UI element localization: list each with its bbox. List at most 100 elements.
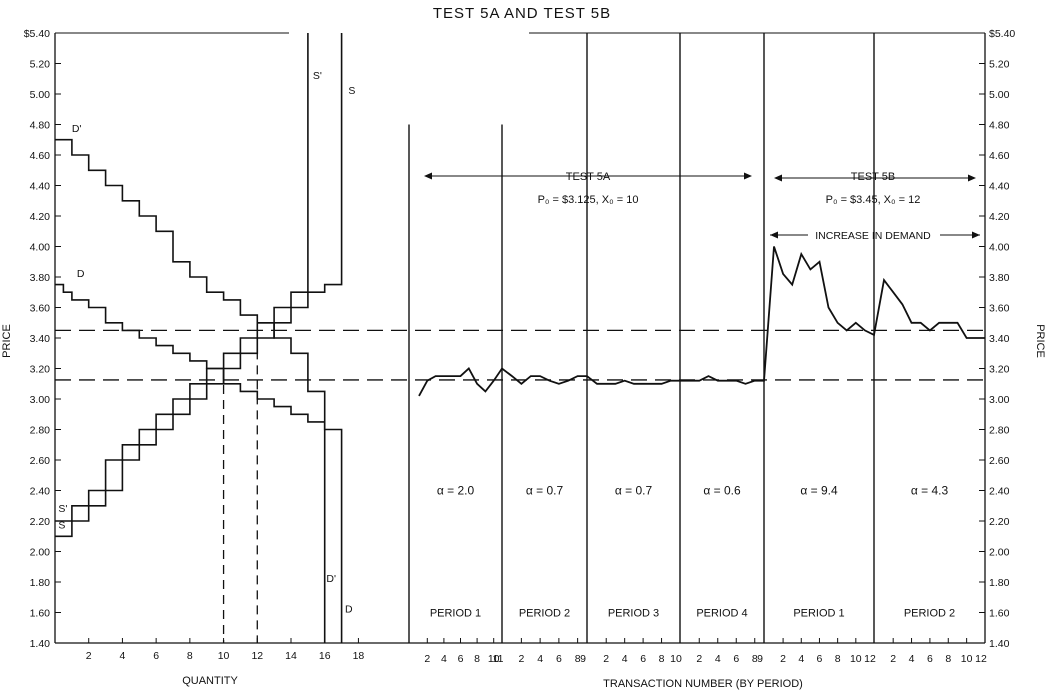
transaction-price-line [418, 246, 985, 397]
right-x-tick-label: 8 [474, 653, 480, 665]
series-label: D [77, 268, 85, 280]
period-label: PERIOD 1 [793, 608, 844, 620]
step-series-S-prime [55, 33, 309, 522]
right-y-tick-label: 4.00 [989, 242, 1010, 254]
test-5a-range-arrow-head-left [424, 172, 432, 180]
series-end-label: S' [58, 503, 67, 515]
increase-arrow-right-head [972, 231, 980, 239]
right-x-tick-label: 6 [927, 653, 933, 665]
right-y-tick-label: 2.80 [989, 425, 1010, 437]
left-y-tick-label: 3.80 [30, 272, 51, 284]
series-end-label: S [58, 520, 65, 532]
left-y-tick-label: 5.20 [30, 59, 51, 71]
left-x-tick-label: 16 [319, 650, 331, 662]
right-x-tick-label: 2 [890, 653, 896, 665]
right-y-tick-label: 5.20 [989, 59, 1010, 71]
left-y-tick-label: 1.60 [30, 608, 51, 620]
right-x-tick-label: 6 [458, 653, 464, 665]
right-y-axis: $5.40 5.20 5.00 4.80 4.60 4.40 4.20 4.00 3.80 3.6… [979, 28, 1015, 650]
right-x-tick-label: 8 [575, 653, 581, 665]
period-label: PERIOD 4 [696, 608, 747, 620]
left-panel: 2 4 6 8 10 12 14 16 18 D' D S S' S' S D' D [55, 32, 409, 662]
right-y-tick-label: 3.00 [989, 394, 1010, 406]
period-label: PERIOD 1 [430, 608, 481, 620]
right-x-tick-label: 2 [518, 653, 524, 665]
left-y-tick-label: 4.80 [30, 120, 51, 132]
left-y-tick-label: 1.40 [30, 638, 51, 650]
right-x-tick-label: 2 [780, 653, 786, 665]
right-x-tick-label: 4 [537, 653, 543, 665]
right-x-tick-label: 6 [817, 653, 823, 665]
right-y-axis-label: PRICE [1034, 324, 1045, 358]
right-x-tick-label: 4 [909, 653, 915, 665]
left-x-tick-label: 12 [251, 650, 263, 662]
right-y-tick-label: 4.40 [989, 181, 1010, 193]
right-x-tick-label: 4 [798, 653, 804, 665]
left-x-tick-label: 2 [86, 650, 92, 662]
right-x-tick-label: 8 [945, 653, 951, 665]
alpha-label: α = 2.0 [437, 484, 475, 498]
right-y-tick-label: 2.20 [989, 516, 1010, 528]
left-y-tick-label: 3.00 [30, 394, 51, 406]
right-x-tick-label: 10 [961, 653, 973, 665]
right-y-tick-label: 3.20 [989, 364, 1010, 376]
left-y-axis-label: PRICE [1, 324, 13, 358]
right-y-tick-label: 3.40 [989, 333, 1010, 345]
step-series-S [55, 33, 343, 538]
right-x-tick-label: 8 [659, 653, 665, 665]
series-label: D' [72, 123, 82, 135]
right-y-tick-label: $5.40 [989, 28, 1015, 40]
right-x-tick-label: 8 [752, 653, 758, 665]
right-x-tick-label: 4 [622, 653, 628, 665]
right-x-tick-label: 4 [715, 653, 721, 665]
right-y-tick-label: 4.80 [989, 120, 1010, 132]
left-x-tick-label: 14 [285, 650, 297, 662]
right-x-tick-label: 10 [850, 653, 862, 665]
right-y-tick-label: 5.00 [989, 89, 1010, 101]
right-x-tick-label: 12 [864, 653, 876, 665]
right-y-tick-label: 1.80 [989, 577, 1010, 589]
right-y-tick-label: 4.60 [989, 150, 1010, 162]
left-y-tick-label: 4.00 [30, 242, 51, 254]
left-x-tick-label: 4 [120, 650, 126, 662]
right-y-tick-label: 2.40 [989, 486, 1010, 498]
increase-arrow-left-head [770, 231, 778, 239]
right-x-tick-label: 9 [757, 653, 763, 665]
left-y-tick-label: 2.20 [30, 516, 51, 528]
period-label: PERIOD 2 [519, 608, 570, 620]
period-label: PERIOD 3 [608, 608, 659, 620]
left-x-tick-label: 6 [153, 650, 159, 662]
right-x-tick-label: 8 [835, 653, 841, 665]
right-y-tick-label: 4.20 [989, 211, 1010, 223]
chart-title: TEST 5A AND TEST 5B [433, 5, 611, 22]
test-5b-range-arrow-head-left [774, 174, 782, 182]
test-5a-range-arrow-head-right [744, 172, 752, 180]
period-label: PERIOD 2 [904, 608, 955, 620]
right-y-tick-label: 2.00 [989, 547, 1010, 559]
left-x-tick-label: 8 [187, 650, 193, 662]
left-y-tick-label: 3.60 [30, 303, 51, 315]
left-y-tick-label: 2.00 [30, 547, 51, 559]
right-x-tick-label: 11 [493, 653, 504, 665]
right-x-tick-label: 2 [424, 653, 430, 665]
alpha-label: α = 9.4 [800, 484, 838, 498]
alpha-label: α = 4.3 [911, 484, 949, 498]
series-end-label: D [345, 604, 353, 616]
right-x-tick-label: 10 [488, 653, 500, 665]
right-x-tick-label: 6 [733, 653, 739, 665]
increase-in-demand-label: INCREASE IN DEMAND [815, 230, 931, 242]
left-y-tick-label: 4.60 [30, 150, 51, 162]
right-x-tick-label: 2 [696, 653, 702, 665]
step-series-D [55, 283, 343, 643]
test-5b-params: P₀ = $3.45, X₀ = 12 [826, 194, 921, 206]
series-end-label: D' [326, 573, 336, 585]
left-y-tick-label: 3.20 [30, 364, 51, 376]
series-label: S' [313, 70, 322, 82]
left-x-tick-label: 18 [353, 650, 365, 662]
left-y-tick-label: 1.80 [30, 577, 51, 589]
left-y-tick-label: 4.20 [30, 211, 51, 223]
right-x-axis-label: TRANSACTION NUMBER (BY PERIOD) [603, 678, 803, 690]
left-y-tick-label: 4.40 [30, 181, 51, 193]
